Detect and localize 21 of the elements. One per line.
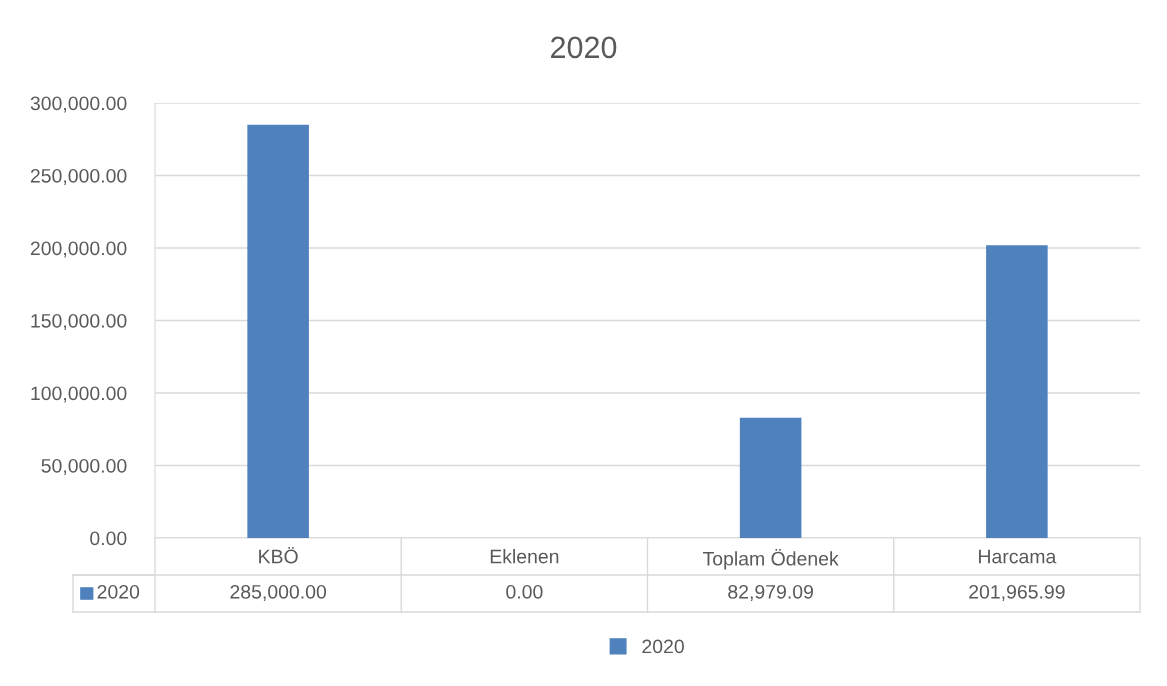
y-tick-label: 50,000.00 bbox=[41, 458, 127, 476]
y-tick-label: 0.00 bbox=[90, 531, 127, 546]
y-tick-label: 250,000.00 bbox=[30, 168, 127, 186]
y-tick-label: 300,000.00 bbox=[30, 96, 127, 113]
chart-title: 2020 bbox=[551, 36, 617, 59]
chart-title: 2020 bbox=[97, 584, 140, 599]
legend-label: 2020 bbox=[642, 639, 684, 654]
bar bbox=[247, 124, 309, 538]
data-label: 82,979.09 bbox=[728, 584, 813, 602]
bar bbox=[739, 417, 802, 538]
x-tick-label: KBÖ bbox=[259, 546, 298, 564]
y-tick-label: 200,000.00 bbox=[30, 241, 127, 258]
data-label: 201,965.99 bbox=[969, 584, 1065, 602]
y-tick-label: 150,000.00 bbox=[31, 313, 127, 331]
bar bbox=[986, 245, 1048, 538]
x-tick-label: Eklenen bbox=[490, 549, 559, 564]
x-tick-label: Toplam Ödenek bbox=[702, 549, 839, 570]
data-label: 285,000.00 bbox=[230, 584, 327, 602]
x-tick-label: Harcama bbox=[979, 549, 1057, 564]
y-tick-label: 100,000.00 bbox=[31, 386, 127, 403]
data-label: 0.00 bbox=[506, 584, 543, 599]
